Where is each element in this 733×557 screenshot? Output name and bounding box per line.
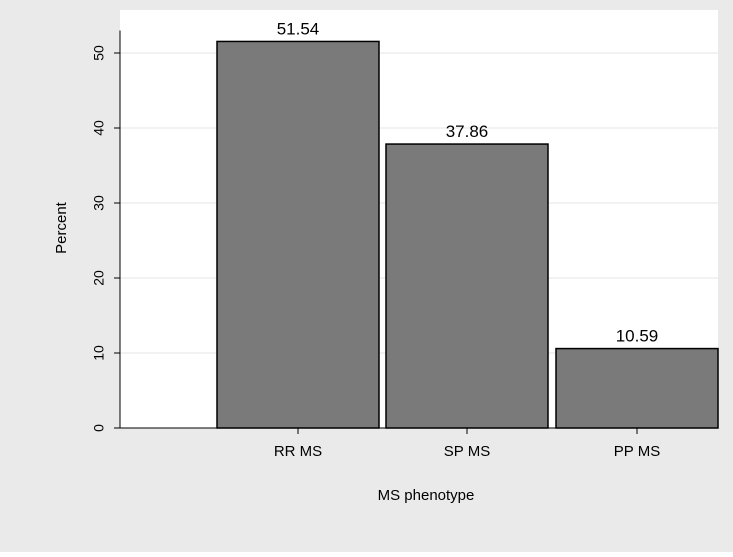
y-axis-title: Percent — [53, 201, 70, 254]
data-label: 51.54 — [277, 19, 320, 38]
x-axis-title: MS phenotype — [378, 487, 475, 504]
y-tick-label: 30 — [91, 195, 107, 211]
x-tick-label: SP MS — [444, 443, 490, 460]
data-label: 10.59 — [616, 327, 659, 346]
x-tick-label: PP MS — [614, 443, 660, 460]
x-tick-label: RR MS — [274, 443, 322, 460]
y-tick-label: 40 — [91, 120, 107, 136]
y-tick-label: 50 — [91, 45, 107, 61]
y-tick-label: 20 — [91, 270, 107, 286]
bar — [556, 349, 718, 428]
bar — [217, 41, 379, 428]
y-tick-label: 0 — [91, 424, 107, 432]
data-label: 37.86 — [446, 122, 489, 141]
bar — [386, 144, 548, 428]
y-tick-label: 10 — [91, 345, 107, 361]
